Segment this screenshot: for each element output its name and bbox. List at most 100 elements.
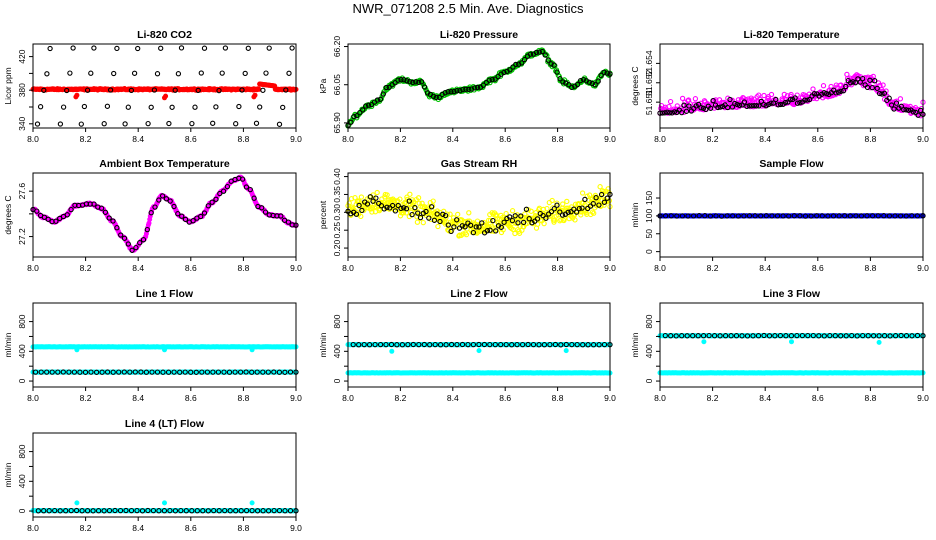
data-point bbox=[724, 213, 730, 219]
data-point bbox=[534, 221, 541, 227]
data-point bbox=[551, 217, 558, 223]
x-tick-label: 8.4 bbox=[759, 393, 771, 403]
x-axis: 8.0 8.2 8.4 8.6 8.8 9.0 bbox=[342, 128, 616, 144]
y-tick-label: 51.652 bbox=[644, 69, 654, 95]
data-point bbox=[358, 213, 364, 220]
x-axis: 8.0 8.2 8.4 8.6 8.8 9.0 bbox=[654, 257, 929, 273]
data-point bbox=[564, 198, 570, 205]
y-tick-label: 0 bbox=[644, 378, 654, 383]
data-point bbox=[192, 104, 198, 110]
data-point bbox=[898, 103, 904, 109]
y-tick-label: 800 bbox=[332, 314, 342, 328]
data-point bbox=[730, 213, 736, 219]
data-point bbox=[262, 209, 269, 215]
data-point bbox=[287, 369, 294, 375]
data-point bbox=[190, 218, 196, 224]
data-point bbox=[780, 213, 786, 219]
data-point bbox=[253, 120, 260, 126]
data-point bbox=[592, 82, 598, 88]
data-point bbox=[219, 70, 225, 76]
data-point bbox=[125, 241, 131, 247]
data-point bbox=[378, 203, 385, 209]
x-tick-label: 8.8 bbox=[552, 393, 564, 403]
data-point bbox=[125, 104, 131, 110]
data-point bbox=[578, 212, 584, 218]
data-point bbox=[44, 71, 50, 77]
data-point bbox=[476, 348, 482, 354]
data-point bbox=[353, 211, 360, 217]
data-point bbox=[407, 79, 413, 85]
data-point bbox=[415, 210, 421, 216]
data-point bbox=[516, 61, 522, 67]
data-point bbox=[876, 90, 883, 97]
data-point bbox=[224, 183, 231, 190]
x-tick-label: 8.0 bbox=[342, 134, 354, 144]
data-point bbox=[172, 87, 178, 93]
data-point bbox=[782, 99, 789, 106]
data-point bbox=[182, 216, 189, 223]
data-point bbox=[370, 198, 376, 204]
data-point bbox=[671, 109, 678, 115]
data-point bbox=[736, 102, 743, 109]
data-point bbox=[384, 204, 390, 210]
data-point bbox=[560, 201, 566, 207]
data-point bbox=[204, 369, 211, 375]
data-point bbox=[548, 208, 555, 215]
data-point bbox=[804, 97, 810, 103]
data-point bbox=[383, 84, 389, 91]
x-tick-label: 8.4 bbox=[447, 134, 459, 144]
data-point bbox=[367, 194, 373, 200]
data-point bbox=[165, 369, 172, 375]
x-tick-label: 8.4 bbox=[447, 393, 459, 403]
data-point bbox=[774, 213, 781, 219]
data-point bbox=[213, 104, 219, 110]
y-tick-label: 420 bbox=[17, 49, 27, 63]
data-point bbox=[597, 184, 603, 190]
data-point bbox=[756, 103, 762, 109]
chart-title: Sample Flow bbox=[759, 158, 824, 170]
x-axis: 8.0 8.2 8.4 8.6 8.8 9.0 bbox=[27, 257, 302, 273]
data-point bbox=[116, 369, 122, 375]
data-point bbox=[193, 369, 199, 375]
data-point bbox=[786, 213, 792, 219]
data-point bbox=[703, 106, 709, 113]
data-point bbox=[247, 186, 253, 193]
data-point bbox=[286, 70, 292, 76]
data-point bbox=[398, 205, 404, 212]
data-point bbox=[407, 191, 413, 197]
data-point bbox=[549, 197, 555, 204]
data-point bbox=[215, 369, 222, 375]
data-point bbox=[823, 91, 830, 97]
data-point bbox=[407, 201, 414, 207]
data-point bbox=[129, 247, 135, 253]
data-point bbox=[777, 101, 784, 108]
data-point bbox=[768, 100, 774, 106]
series-pressure-black bbox=[345, 48, 613, 129]
data-point bbox=[377, 96, 384, 102]
data-point bbox=[34, 121, 41, 127]
data-point bbox=[82, 369, 89, 375]
data-point bbox=[435, 223, 441, 230]
data-point bbox=[744, 103, 750, 110]
data-point bbox=[177, 369, 183, 375]
data-point bbox=[44, 369, 50, 375]
x-tick-label: 8.2 bbox=[394, 263, 406, 273]
data-point bbox=[903, 107, 909, 113]
data-point bbox=[708, 105, 714, 111]
x-tick-label: 8.8 bbox=[237, 263, 249, 273]
data-point bbox=[857, 79, 863, 85]
data-point bbox=[431, 217, 438, 223]
data-point bbox=[903, 213, 909, 219]
y-axis-label: ml/min bbox=[3, 462, 13, 487]
data-point bbox=[557, 209, 563, 215]
data-point bbox=[674, 213, 680, 219]
data-point bbox=[741, 99, 748, 105]
x-tick-label: 8.8 bbox=[552, 134, 564, 144]
data-point bbox=[384, 192, 390, 198]
data-point bbox=[835, 89, 842, 95]
data-point bbox=[351, 113, 357, 120]
data-point bbox=[810, 86, 816, 92]
data-point bbox=[111, 70, 117, 77]
